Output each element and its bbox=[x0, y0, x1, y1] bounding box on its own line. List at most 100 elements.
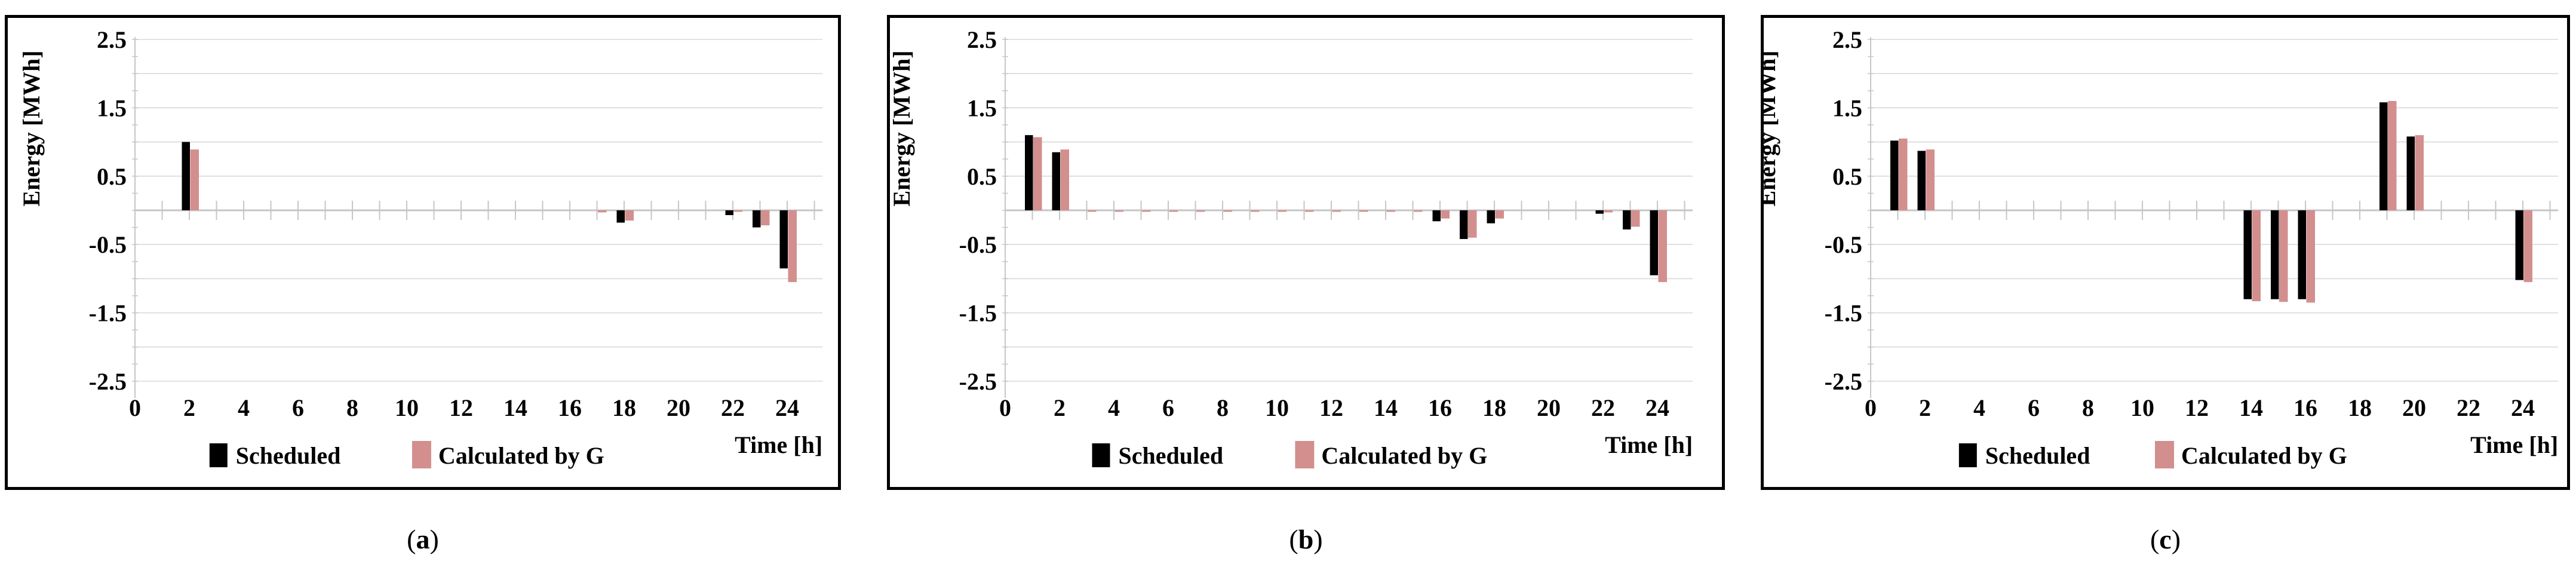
gridlines bbox=[1005, 39, 1693, 382]
bars-calculated-by-g-h16 bbox=[2306, 210, 2315, 303]
y-axis-line bbox=[132, 37, 138, 398]
bars-calculated-by-g bbox=[190, 149, 797, 283]
bars-scheduled-h23 bbox=[1623, 210, 1631, 230]
svg-text:Energy [MWh]: Energy [MWh] bbox=[1764, 50, 1780, 206]
svg-text:0: 0 bbox=[999, 394, 1011, 421]
x-axis-title: Time [h] bbox=[1605, 431, 1693, 458]
bars-calculated-by-g-h11 bbox=[1305, 210, 1314, 212]
bars-scheduled-h2 bbox=[1917, 151, 1926, 210]
svg-text:20: 20 bbox=[1537, 394, 1561, 421]
bars-scheduled-h23 bbox=[753, 210, 761, 228]
svg-text:8: 8 bbox=[1217, 394, 1229, 421]
bars-calculated-by-g-h24 bbox=[2523, 210, 2532, 283]
svg-text:14: 14 bbox=[2239, 394, 2263, 421]
y-axis-title: Energy [MWh] bbox=[18, 50, 45, 206]
caption-c-open: ( bbox=[2150, 524, 2160, 554]
legend: Scheduled Calculated by G bbox=[1958, 441, 2347, 469]
svg-text:1.5: 1.5 bbox=[1832, 94, 1862, 121]
svg-text:4: 4 bbox=[1108, 394, 1120, 421]
bars-scheduled-h24 bbox=[1650, 210, 1658, 275]
svg-text:10: 10 bbox=[2130, 394, 2154, 421]
svg-text:18: 18 bbox=[612, 394, 636, 421]
caption-a-letter: a bbox=[416, 524, 430, 554]
svg-text:14: 14 bbox=[1374, 394, 1398, 421]
svg-text:24: 24 bbox=[2511, 394, 2535, 421]
energy-bar-chart-b: 2.51.50.5-0.5-1.5-2.50 2 4 6 8 10 12 14 16 18 20 22… bbox=[890, 26, 1693, 469]
bars-calculated-by-g-h23 bbox=[761, 210, 770, 226]
svg-text:1.5: 1.5 bbox=[967, 94, 997, 121]
gridlines bbox=[135, 39, 823, 382]
x-axis-title: Time [h] bbox=[735, 431, 822, 458]
legend-swatch-calculated-by-g bbox=[2155, 441, 2175, 468]
bars-calculated-by-g bbox=[1899, 100, 2532, 303]
bars-calculated-by-g-h15 bbox=[2279, 210, 2288, 302]
y-axis-title: Energy [MWh] bbox=[1764, 50, 1780, 206]
svg-text:12: 12 bbox=[2185, 394, 2209, 421]
bars-scheduled-h2 bbox=[182, 142, 190, 210]
legend-label: Calculated by G bbox=[2181, 442, 2347, 469]
legend-label: Calculated by G bbox=[1321, 442, 1487, 469]
caption-b-open: ( bbox=[1289, 524, 1298, 554]
bars-scheduled-h22 bbox=[725, 210, 733, 216]
bars-calculated-by-g-h18 bbox=[625, 210, 634, 221]
bars-calculated-by-g-h5 bbox=[1142, 210, 1151, 212]
bars-scheduled bbox=[1890, 102, 2523, 299]
svg-text:Time [h]: Time [h] bbox=[735, 431, 822, 458]
caption-c: (c) bbox=[1761, 519, 2570, 560]
bars-scheduled-h1 bbox=[1890, 140, 1899, 210]
svg-text:-2.5: -2.5 bbox=[1825, 368, 1862, 395]
energy-bar-chart-a: 2.51.50.5-0.5-1.5-2.50 2 4 6 8 10 12 14 16 18 20 22… bbox=[18, 26, 823, 469]
svg-text:16: 16 bbox=[1428, 394, 1452, 421]
legend-label: Scheduled bbox=[236, 442, 341, 469]
chart-panel-c: 2.5 1.5 0.5 -0.5 -1.5 -2.5 0 2 4 6 8 10 12 14 16 18 20 22… bbox=[1761, 15, 2570, 490]
bars-calculated-by-g-h4 bbox=[1114, 210, 1123, 212]
bars-scheduled-h18 bbox=[1487, 210, 1495, 223]
svg-text:Energy [MWh]: Energy [MWh] bbox=[18, 50, 45, 206]
bars-calculated-by-g-h17 bbox=[1468, 210, 1477, 238]
bars-calculated-by-g-h24 bbox=[788, 210, 797, 283]
bars-calculated-by-g-h1 bbox=[1899, 138, 1908, 210]
svg-text:-1.5: -1.5 bbox=[89, 300, 127, 327]
svg-text:Time [h]: Time [h] bbox=[2470, 431, 2558, 458]
svg-text:10: 10 bbox=[395, 394, 419, 421]
bars-calculated-by-g-h1 bbox=[1033, 137, 1042, 210]
svg-text:16: 16 bbox=[558, 394, 582, 421]
bars-calculated-by-g-h7 bbox=[1196, 210, 1205, 212]
gridlines bbox=[1871, 39, 2559, 382]
bars-scheduled-h19 bbox=[2380, 102, 2388, 210]
caption-a: (a) bbox=[5, 519, 841, 560]
bars-calculated-by-g-h2 bbox=[1060, 149, 1069, 210]
bars-scheduled-h2 bbox=[1052, 152, 1060, 210]
svg-text:8: 8 bbox=[346, 394, 358, 421]
svg-text:-2.5: -2.5 bbox=[959, 368, 997, 395]
legend-swatch-calculated-by-g bbox=[412, 441, 431, 468]
svg-text:0.5: 0.5 bbox=[967, 163, 997, 190]
bars-calculated-by-g-h8 bbox=[1223, 210, 1232, 212]
svg-text:0: 0 bbox=[1865, 394, 1877, 421]
bars-calculated-by-g-h14 bbox=[1386, 210, 1395, 212]
bars-calculated-by-g-h22 bbox=[1604, 210, 1613, 213]
bars-scheduled-h14 bbox=[2243, 210, 2252, 299]
svg-text:8: 8 bbox=[2082, 394, 2094, 421]
x-axis-zero-line bbox=[1871, 201, 2559, 220]
bars-calculated-by-g-h18 bbox=[1495, 210, 1504, 219]
bars-calculated-by-g-h10 bbox=[1278, 210, 1287, 212]
svg-text:0.5: 0.5 bbox=[1832, 163, 1862, 190]
bars-calculated-by-g-h6 bbox=[1169, 210, 1178, 212]
bars-calculated-by-g-h2 bbox=[1926, 149, 1935, 210]
bars-calculated-by-g-h22 bbox=[733, 210, 742, 212]
svg-text:2.5: 2.5 bbox=[1832, 26, 1862, 53]
svg-text:6: 6 bbox=[292, 394, 304, 421]
svg-text:2: 2 bbox=[183, 394, 195, 421]
energy-bar-chart-c: 2.51.50.5-0.5-1.5-2.50 2 4 6 8 10 12 14 16 18 20 22… bbox=[1764, 26, 2559, 469]
y-axis-line bbox=[1868, 37, 1874, 398]
svg-text:-0.5: -0.5 bbox=[89, 231, 127, 258]
legend-label: Scheduled bbox=[1118, 442, 1223, 469]
bars-calculated-by-g-h16 bbox=[1441, 210, 1450, 219]
legend: Scheduled Calculated by G bbox=[1092, 441, 1487, 469]
y-axis-title: Energy [MWh] bbox=[890, 50, 915, 206]
caption-b-letter: b bbox=[1298, 524, 1314, 554]
y-tick-labels: 2.5 1.5 0.5 -0.5 -1.5 -2.5 bbox=[89, 26, 127, 395]
bars-scheduled-h15 bbox=[2271, 210, 2279, 299]
svg-text:-0.5: -0.5 bbox=[959, 231, 997, 258]
